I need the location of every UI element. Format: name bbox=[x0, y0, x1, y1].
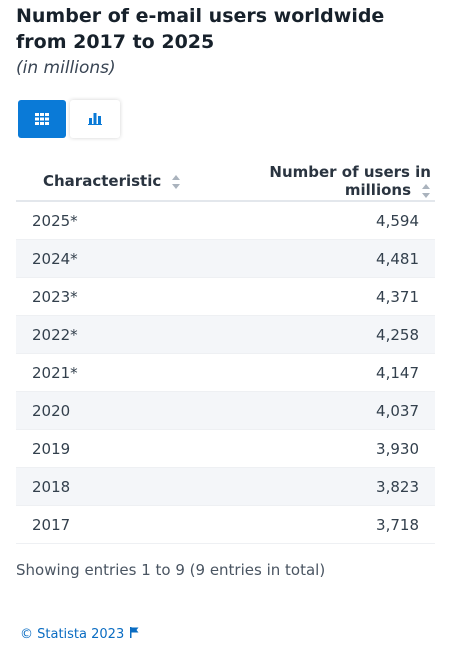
column-header-characteristic[interactable]: Characteristic bbox=[16, 162, 203, 202]
table-row: 2024* 4,481 bbox=[16, 239, 435, 278]
row-value: 3,823 bbox=[203, 467, 435, 506]
table-row: 2018 3,823 bbox=[16, 467, 435, 506]
row-value: 4,594 bbox=[203, 201, 435, 240]
row-characteristic: 2024* bbox=[16, 239, 203, 278]
row-characteristic: 2025* bbox=[16, 201, 203, 240]
copyright-link[interactable]: © Statista 2023 bbox=[20, 627, 125, 642]
grid-icon bbox=[35, 110, 49, 129]
row-characteristic: 2022* bbox=[16, 315, 203, 354]
chart-view-button[interactable] bbox=[70, 100, 120, 138]
column-header-label: Characteristic bbox=[43, 172, 162, 190]
page-subtitle: (in millions) bbox=[16, 58, 116, 78]
row-value: 3,930 bbox=[203, 429, 435, 468]
footer-credit[interactable]: © Statista 2023 bbox=[20, 627, 139, 642]
flag-icon[interactable] bbox=[130, 627, 139, 642]
table-row: 2022* 4,258 bbox=[16, 315, 435, 354]
row-value: 3,718 bbox=[203, 505, 435, 544]
table-row: 2021* 4,147 bbox=[16, 353, 435, 392]
row-value: 4,258 bbox=[203, 315, 435, 354]
entries-summary: Showing entries 1 to 9 (9 entries in tot… bbox=[16, 561, 326, 579]
table-row: 2017 3,718 bbox=[16, 505, 435, 544]
page-title: Number of e-mail users worldwide from 20… bbox=[16, 5, 385, 53]
row-characteristic: 2017 bbox=[16, 505, 203, 544]
row-characteristic: 2018 bbox=[16, 467, 203, 506]
row-characteristic: 2021* bbox=[16, 353, 203, 392]
table-row: 2025* 4,594 bbox=[16, 201, 435, 240]
table-row: 2020 4,037 bbox=[16, 391, 435, 430]
sort-icon[interactable] bbox=[421, 183, 431, 198]
row-characteristic: 2023* bbox=[16, 277, 203, 316]
sort-icon[interactable] bbox=[171, 174, 181, 189]
data-table: Characteristic Number of users in millio… bbox=[16, 162, 435, 544]
table-view-button[interactable] bbox=[18, 100, 66, 138]
row-value: 4,037 bbox=[203, 391, 435, 430]
row-value: 4,147 bbox=[203, 353, 435, 392]
table-header-row: Characteristic Number of users in millio… bbox=[16, 162, 435, 202]
row-characteristic: 2020 bbox=[16, 391, 203, 430]
row-value: 4,481 bbox=[203, 239, 435, 278]
view-toggle bbox=[18, 100, 120, 138]
table-row: 2023* 4,371 bbox=[16, 277, 435, 316]
column-header-label: Number of users in millions bbox=[269, 163, 431, 199]
bar-chart-icon bbox=[88, 110, 102, 129]
table-row: 2019 3,930 bbox=[16, 429, 435, 468]
row-value: 4,371 bbox=[203, 277, 435, 316]
column-header-value[interactable]: Number of users in millions bbox=[203, 162, 435, 202]
row-characteristic: 2019 bbox=[16, 429, 203, 468]
